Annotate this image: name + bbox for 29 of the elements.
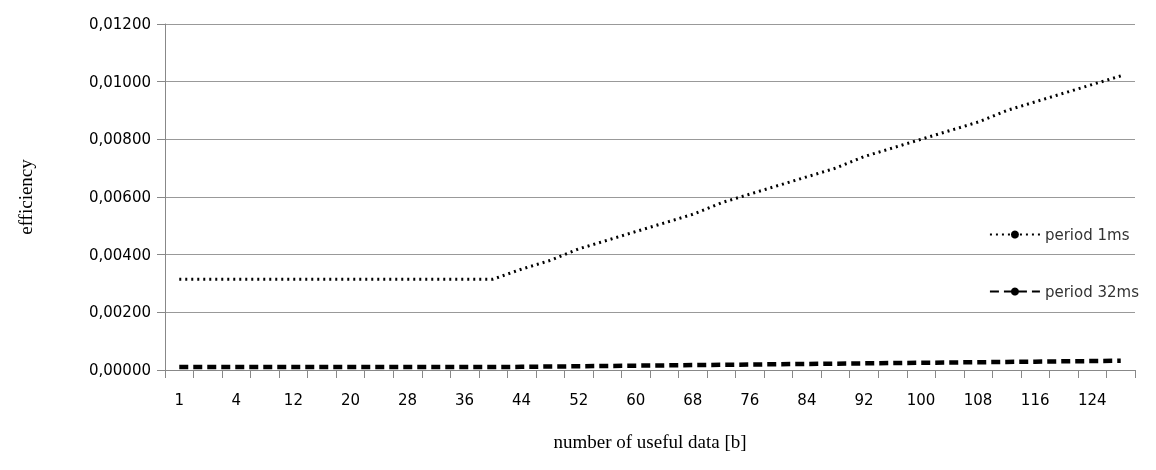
y-tick-label: 0,00200 [88,303,151,322]
y-tick-label: 0,01000 [88,72,151,91]
y-tick-label: 0,00400 [88,245,151,264]
y-tick-label: 0,00000 [88,361,151,379]
line-series [177,358,1123,370]
x-tick-label: 12 [283,390,303,409]
x-tick-label: 1 [174,390,185,409]
x-tick-label: 92 [854,390,874,409]
x-tick-label: 84 [797,390,817,409]
x-tick-label: 68 [683,390,703,409]
y-tick-label: 0,01200 [88,15,151,33]
legend-label: period 1ms [1044,225,1130,244]
x-tick-label: 20 [340,390,360,409]
y-axis-title: efficiency [15,158,36,235]
x-tick-label: 116 [1020,390,1050,409]
legend-label: period 32ms [1044,282,1140,301]
x-tick-label: 44 [512,390,532,409]
x-tick-label: 52 [569,390,589,409]
y-tick-label: 0,00600 [88,188,151,206]
x-tick-label: 108 [963,390,993,409]
x-tick-label: 4 [231,390,242,409]
x-axis-title: number of useful data [b] [553,431,747,452]
x-tick-label: 60 [626,390,646,409]
x-tick-label: 124 [1077,390,1107,409]
x-tick-label: 76 [740,390,760,409]
x-tick-label: 28 [397,390,418,409]
x-tick-label: 36 [455,390,475,409]
x-tick-label: 100 [906,390,936,409]
y-tick-label: 0,00800 [88,130,151,149]
